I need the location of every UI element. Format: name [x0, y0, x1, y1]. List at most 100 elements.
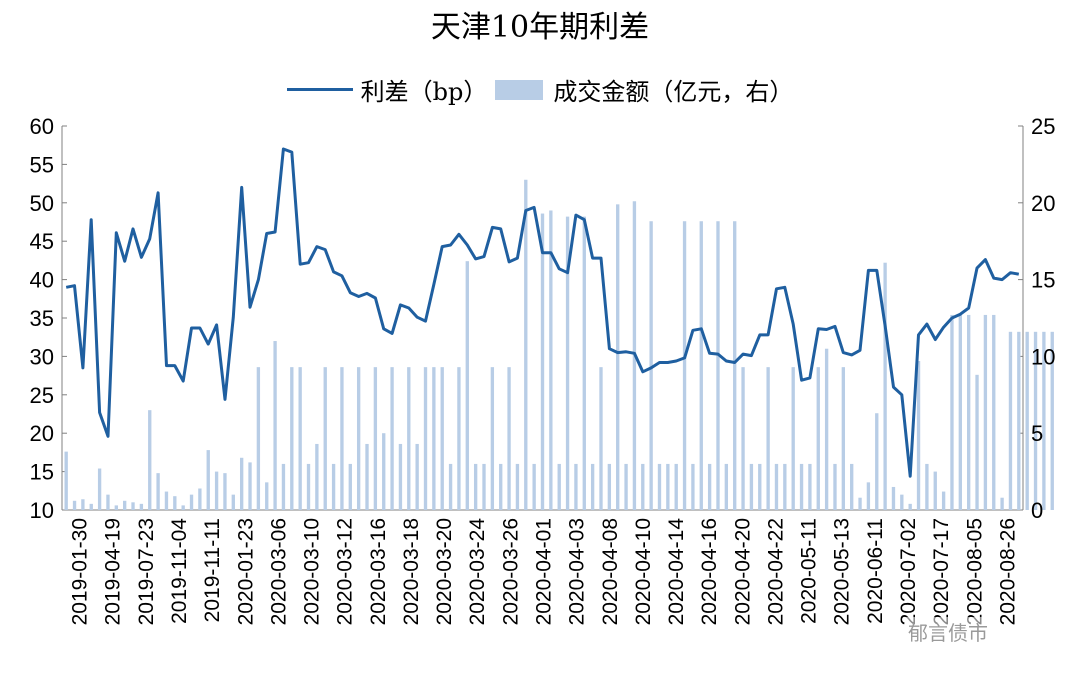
- volume-bar: [499, 463, 503, 510]
- volume-bar: [866, 482, 871, 510]
- volume-bar: [448, 463, 453, 510]
- volume-bar: [306, 463, 311, 510]
- x-tick-label: 2020-04-08: [599, 518, 622, 625]
- x-tick-label: 2020-01-23: [234, 518, 257, 625]
- volume-bar: [707, 463, 712, 510]
- legend-item-spread: 利差（bp）: [286, 72, 488, 107]
- volume-bars: [64, 179, 1054, 511]
- volume-bar: [123, 500, 127, 510]
- x-tick-label: 2019-07-23: [135, 518, 158, 625]
- volume-bar: [716, 221, 720, 510]
- volume-bar: [850, 463, 854, 510]
- legend-line-swatch: [286, 88, 353, 91]
- volume-bar: [799, 463, 804, 510]
- volume-bar: [933, 471, 937, 510]
- volume-bar: [423, 367, 428, 510]
- volume-bar: [607, 463, 612, 510]
- right-tick-label: 0: [1031, 498, 1043, 523]
- volume-bar: [590, 463, 595, 510]
- volume-bar: [273, 341, 277, 510]
- left-tick-label: 25: [30, 383, 54, 408]
- volume-bar: [407, 367, 411, 510]
- volume-bar: [331, 463, 336, 510]
- volume-bar: [340, 367, 344, 510]
- legend-label-spread: 利差（bp）: [360, 78, 488, 106]
- x-tick-label: 2019-01-30: [69, 518, 92, 625]
- volume-bar: [365, 443, 369, 510]
- volume-bar: [958, 314, 962, 510]
- volume-bar: [507, 367, 511, 510]
- volume-bar: [532, 463, 536, 510]
- volume-bar: [858, 497, 862, 510]
- x-tick-label: 2020-04-14: [665, 518, 688, 626]
- volume-bar: [766, 367, 770, 510]
- volume-bar: [582, 216, 586, 510]
- volume-bar: [574, 463, 578, 510]
- watermark-text: 郁言债市: [908, 621, 988, 645]
- left-tick-label: 60: [30, 114, 54, 139]
- volume-bar: [281, 463, 286, 510]
- watermark: 郁言债市: [905, 617, 991, 646]
- volume-bar: [265, 482, 269, 510]
- volume-bar: [248, 462, 252, 510]
- legend: 利差（bp） 成交金额（亿元，右）: [0, 72, 1080, 107]
- volume-bar: [624, 463, 628, 510]
- volume-bar: [323, 367, 327, 510]
- volume-bar: [298, 367, 302, 510]
- volume-bar: [415, 443, 419, 510]
- volume-bar: [1008, 331, 1013, 510]
- volume-bar: [256, 367, 261, 510]
- volume-bar: [515, 463, 520, 510]
- left-tick-label: 50: [30, 191, 54, 216]
- volume-bar: [891, 486, 896, 510]
- volume-bar: [139, 503, 144, 510]
- volume-bar: [89, 503, 93, 510]
- volume-bar: [691, 463, 695, 510]
- x-tick-label: 2020-04-20: [731, 518, 754, 625]
- volume-bar: [114, 505, 118, 510]
- volume-bar: [641, 463, 645, 510]
- volume-bar: [941, 491, 946, 510]
- right-tick-label: 15: [1031, 268, 1055, 293]
- volume-bar: [164, 491, 169, 510]
- volume-bar: [783, 463, 787, 510]
- x-tick-label: 2020-08-26: [996, 518, 1019, 625]
- volume-bar: [900, 494, 904, 510]
- volume-bar: [72, 500, 77, 510]
- volume-bar: [908, 503, 912, 510]
- volume-bar: [824, 348, 829, 510]
- left-tick-label: 40: [30, 268, 54, 293]
- volume-bar: [724, 463, 729, 510]
- volume-bar: [1000, 497, 1004, 510]
- volume-bar: [373, 367, 378, 510]
- volume-bar: [432, 367, 436, 510]
- volume-bar: [975, 374, 979, 510]
- volume-bar: [1050, 331, 1054, 510]
- volume-bar: [1025, 331, 1029, 510]
- volume-bar: [473, 463, 478, 510]
- left-tick-label: 55: [30, 152, 54, 177]
- x-tick-label: 2019-11-11: [201, 518, 224, 622]
- volume-bar: [465, 261, 469, 510]
- volume-bar: [565, 216, 570, 510]
- volume-bar: [950, 314, 954, 510]
- volume-bar: [64, 451, 68, 510]
- volume-bar: [682, 221, 687, 510]
- spread-polyline: [65, 147, 1020, 478]
- volume-bar: [440, 367, 444, 510]
- volume-bar: [666, 463, 670, 510]
- volume-bar: [382, 433, 386, 510]
- volume-bar: [189, 494, 194, 510]
- chart-title: 天津10年期利差: [430, 10, 650, 45]
- volume-bar: [616, 204, 620, 510]
- left-tick-label: 15: [30, 460, 54, 485]
- x-tick-label: 2020-03-26: [499, 518, 522, 625]
- volume-bar: [916, 361, 921, 510]
- left-tick-label: 10: [30, 498, 54, 523]
- volume-bar: [649, 221, 653, 510]
- volume-bar: [549, 210, 553, 511]
- volume-bar: [599, 367, 603, 510]
- volume-bar: [1042, 331, 1046, 510]
